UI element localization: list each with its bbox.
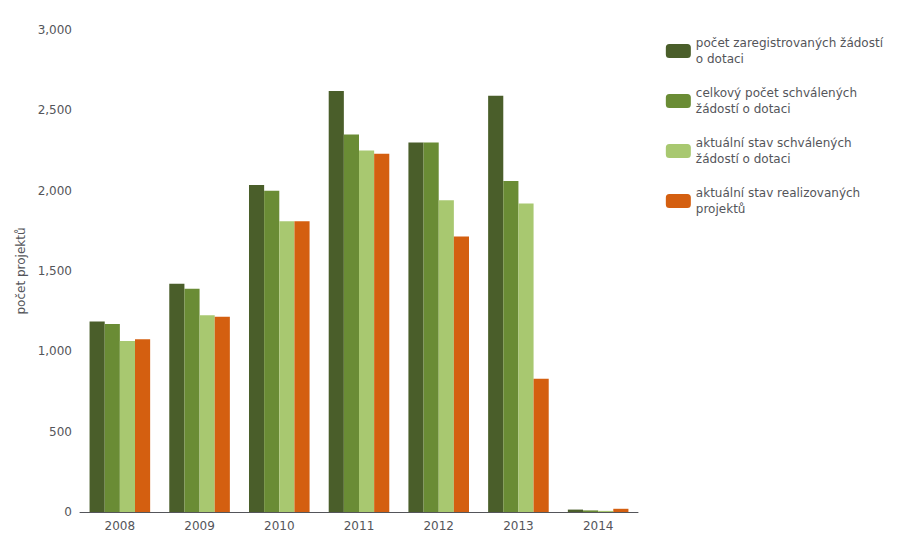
svg-text:2,000: 2,000 bbox=[38, 184, 72, 198]
svg-text:0: 0 bbox=[64, 505, 72, 519]
svg-text:1,000: 1,000 bbox=[38, 344, 72, 358]
svg-text:2012: 2012 bbox=[423, 519, 454, 533]
svg-text:2013: 2013 bbox=[503, 519, 534, 533]
svg-text:aktuální stav realizovaných: aktuální stav realizovaných bbox=[696, 186, 860, 200]
svg-text:aktuální stav schválených: aktuální stav schválených bbox=[696, 136, 852, 150]
svg-text:počet projektů: počet projektů bbox=[14, 227, 28, 314]
svg-text:2014: 2014 bbox=[583, 519, 614, 533]
svg-text:celkový počet schválených: celkový počet schválených bbox=[696, 86, 857, 100]
svg-text:projektů: projektů bbox=[696, 202, 746, 216]
svg-text:2010: 2010 bbox=[264, 519, 295, 533]
svg-text:2011: 2011 bbox=[344, 519, 375, 533]
svg-text:1,500: 1,500 bbox=[38, 264, 72, 278]
svg-text:žádostí o dotaci: žádostí o dotaci bbox=[696, 152, 791, 166]
svg-text:žádostí o dotaci: žádostí o dotaci bbox=[696, 102, 791, 116]
svg-text:2008: 2008 bbox=[105, 519, 136, 533]
svg-text:o dotaci: o dotaci bbox=[696, 52, 744, 66]
svg-text:2,500: 2,500 bbox=[38, 103, 72, 117]
svg-text:počet zaregistrovaných žádostí: počet zaregistrovaných žádostí bbox=[696, 36, 884, 50]
svg-text:2009: 2009 bbox=[184, 519, 215, 533]
svg-text:500: 500 bbox=[49, 425, 72, 439]
svg-text:3,000: 3,000 bbox=[38, 23, 72, 37]
